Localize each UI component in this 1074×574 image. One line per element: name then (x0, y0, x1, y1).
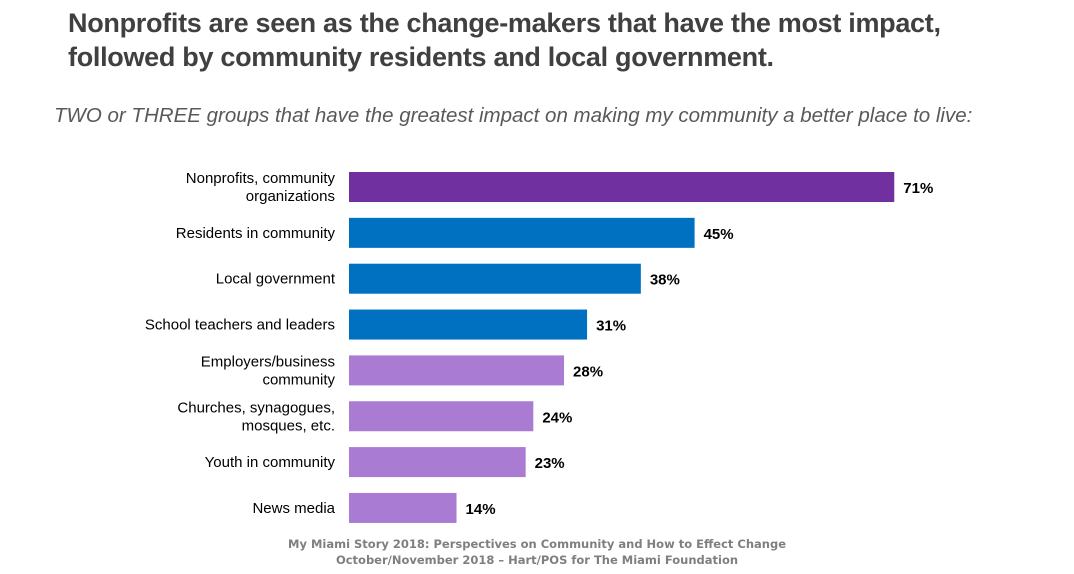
headline-line-1: Nonprofits are seen as the change-makers… (68, 8, 941, 38)
category-label-line: Churches, synagogues, (177, 399, 335, 416)
headline: Nonprofits are seen as the change-makers… (68, 6, 1048, 74)
data-label-1: 45% (704, 226, 734, 243)
category-label-0: Nonprofits, community organizations (186, 170, 336, 205)
bar-0 (349, 172, 895, 202)
category-label-2: Local government (216, 271, 336, 288)
category-label-line: community (262, 371, 335, 388)
data-label-4: 28% (573, 363, 603, 380)
footer-source-line-1: My Miami Story 2018: Perspectives on Com… (288, 537, 786, 551)
category-label-line: mosques, etc. (242, 417, 335, 434)
bar-6 (349, 447, 526, 478)
bar-3 (349, 309, 588, 340)
bar-2 (349, 263, 641, 294)
chart-subtitle: TWO or THREE groups that have the greate… (54, 104, 973, 127)
category-label-line: Nonprofits, community (186, 170, 336, 187)
data-label-0: 71% (903, 180, 933, 197)
category-label-line: Local government (216, 271, 336, 288)
category-label-1: Residents in community (176, 225, 336, 242)
data-label-2: 38% (650, 272, 680, 289)
data-label-6: 23% (535, 455, 565, 472)
data-label-3: 31% (596, 318, 626, 335)
data-label-5: 24% (542, 409, 572, 426)
bar-5 (349, 401, 534, 432)
category-label-line: Employers/business (201, 353, 335, 370)
bar-4 (349, 355, 565, 386)
category-label-3: School teachers and leaders (145, 317, 335, 334)
category-label-line: Residents in community (176, 225, 336, 242)
category-label-6: Youth in community (205, 454, 336, 471)
category-label-line: School teachers and leaders (145, 317, 335, 334)
category-label-line: Youth in community (205, 454, 336, 471)
headline-line-2: followed by community residents and loca… (68, 42, 774, 72)
bar-7 (349, 492, 457, 523)
category-label-4: Employers/business community (201, 353, 336, 388)
category-label-5: Churches, synagogues, mosques, etc. (177, 399, 335, 434)
footer-source-line-2: October/November 2018 – Hart/POS for The… (335, 553, 739, 567)
data-label-7: 14% (466, 501, 496, 518)
category-label-line: News media (252, 500, 335, 517)
category-label-7: News media (252, 500, 335, 517)
bar-1 (349, 217, 695, 248)
category-label-line: organizations (246, 188, 335, 205)
